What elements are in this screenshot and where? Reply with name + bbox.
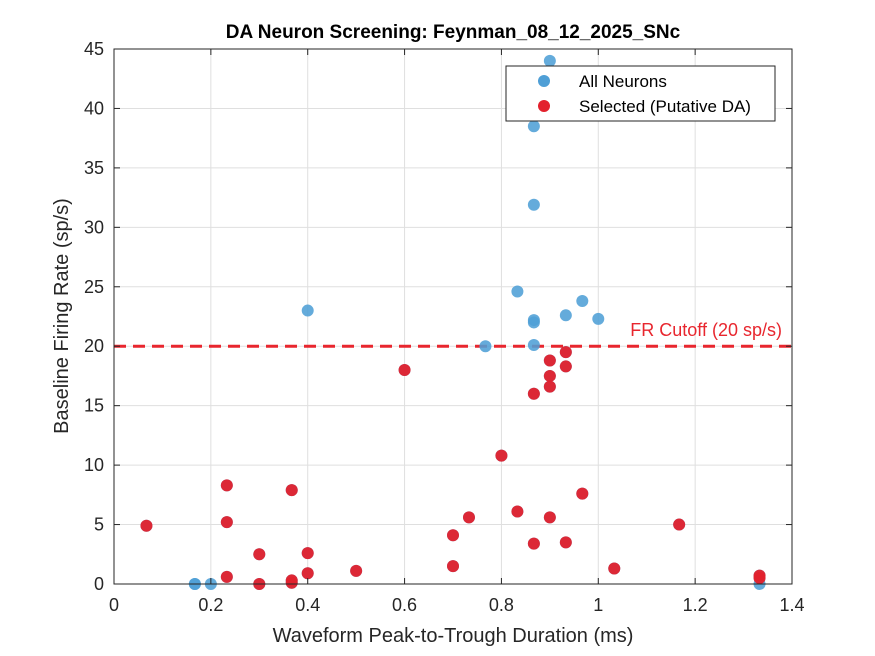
y-axis-label: Baseline Firing Rate (sp/s) [51, 198, 73, 434]
y-tick-label: 30 [84, 217, 104, 237]
selected-point [527, 387, 540, 400]
x-tick-label: 1.2 [683, 595, 708, 615]
all-neurons-point [527, 339, 540, 352]
selected-point [543, 380, 556, 393]
all-neurons-point [527, 120, 540, 133]
selected-point [447, 560, 459, 573]
selected-point [350, 564, 363, 577]
selected-point [301, 547, 314, 560]
axis-ticks: 0 0.2 0.4 0.6 0.8 1 1.2 1.4 0 5 10 15 20 25 30 35 40 45 [84, 39, 805, 615]
all-neurons-point [511, 285, 524, 298]
all-neurons-point [559, 309, 572, 322]
y-tick-label: 20 [84, 336, 104, 356]
selected-point [543, 354, 556, 367]
all-neurons-point [576, 295, 589, 308]
legend-label-selected: Selected (Putative DA) [579, 97, 751, 116]
legend: All Neurons Selected (Putative DA) [505, 65, 776, 122]
series-selected [140, 346, 766, 590]
all-neurons-point [543, 54, 556, 67]
selected-point [559, 360, 572, 373]
axes-background [114, 49, 792, 584]
selected-point [220, 479, 233, 492]
selected-point [608, 562, 621, 575]
selected-point [220, 570, 233, 583]
y-tick-label: 25 [84, 277, 104, 297]
all-neurons-point [527, 316, 540, 329]
all-neurons-point [301, 304, 314, 317]
selected-point [140, 519, 153, 532]
selected-point [398, 364, 411, 376]
all-neurons-point [527, 198, 540, 211]
x-tick-label: 0.2 [198, 595, 223, 615]
selected-point [559, 346, 572, 359]
data-points [140, 54, 766, 590]
all-neurons-point [479, 340, 492, 353]
selected-point [447, 529, 459, 542]
selected-point [462, 511, 475, 524]
selected-point [511, 505, 524, 518]
selected-point [527, 537, 540, 550]
legend-marker-all-neurons [538, 75, 550, 87]
y-tick-label: 10 [84, 455, 104, 475]
selected-point [753, 572, 766, 585]
selected-point [253, 548, 266, 561]
reference-line-label: FR Cutoff (20 sp/s) [630, 320, 782, 340]
x-tick-label: 0.6 [392, 595, 417, 615]
x-tick-label: 0.8 [489, 595, 514, 615]
selected-point [220, 516, 233, 529]
x-tick-label: 1.4 [779, 595, 804, 615]
legend-marker-selected [538, 100, 550, 112]
all-neurons-point [592, 312, 605, 325]
y-tick-label: 0 [94, 574, 104, 594]
legend-label-all-neurons: All Neurons [579, 72, 667, 91]
x-tick-label: 0.4 [295, 595, 320, 615]
legend-box [505, 65, 776, 122]
selected-point [576, 487, 589, 500]
chart-title: DA Neuron Screening: Feynman_08_12_2025_… [226, 22, 681, 43]
x-axis-label: Waveform Peak-to-Trough Duration (ms) [273, 625, 634, 647]
selected-point [543, 369, 556, 382]
x-tick-label: 0 [109, 595, 119, 615]
selected-point [673, 518, 686, 531]
selected-point [559, 536, 572, 549]
selected-point [285, 576, 298, 589]
selected-point [285, 484, 298, 497]
y-tick-label: 15 [84, 396, 104, 416]
y-tick-label: 45 [84, 39, 104, 59]
y-tick-label: 5 [94, 515, 104, 535]
x-tick-label: 1 [593, 595, 603, 615]
selected-point [495, 449, 508, 462]
axes-box [113, 48, 793, 585]
y-tick-label: 35 [84, 158, 104, 178]
y-tick-label: 40 [84, 98, 104, 118]
selected-point [543, 511, 556, 524]
selected-point [301, 567, 314, 580]
